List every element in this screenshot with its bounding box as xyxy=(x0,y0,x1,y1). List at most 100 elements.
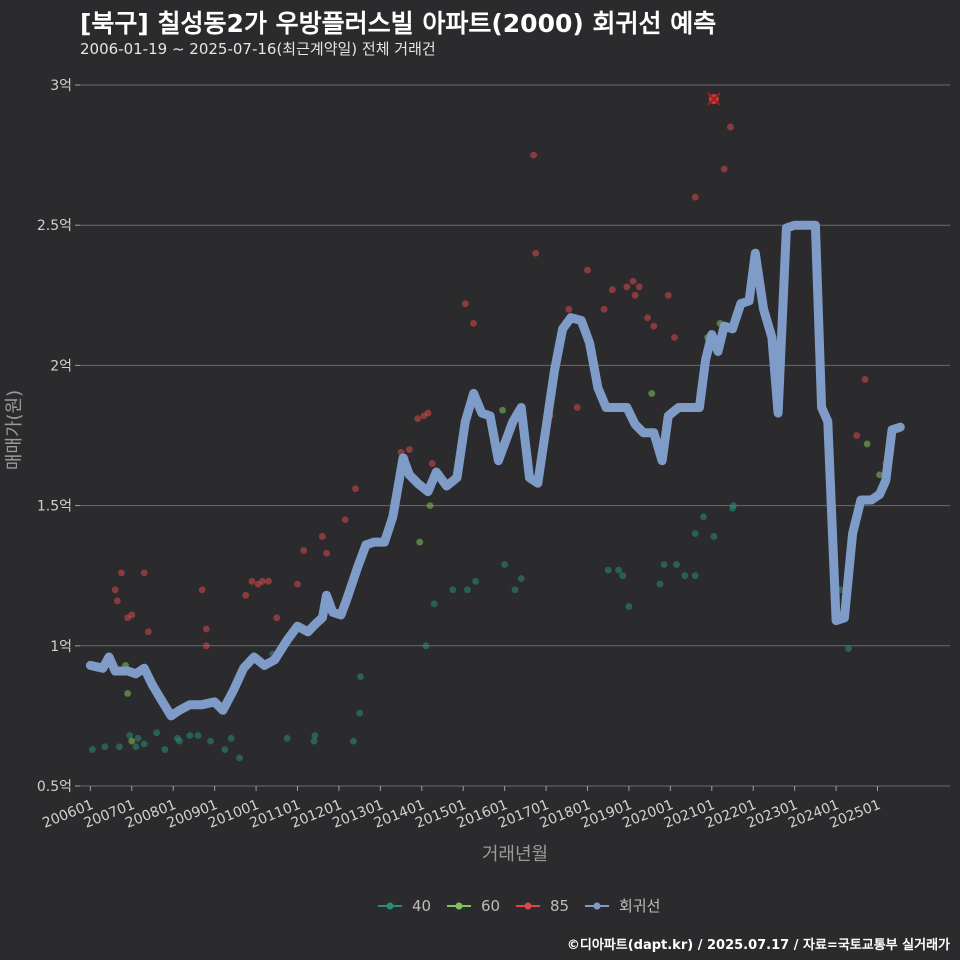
regression-line-group xyxy=(85,220,905,721)
point-40 xyxy=(132,743,140,751)
chart-title: [북구] 칠성동2가 우방플러스빌 아파트(2000) 회귀선 예측 xyxy=(80,9,717,38)
point-85 xyxy=(111,586,119,594)
point-40 xyxy=(311,732,319,739)
point-40 xyxy=(691,572,699,580)
point-85 xyxy=(428,460,436,467)
point-60 xyxy=(124,690,132,697)
point-40 xyxy=(194,732,202,739)
legend-label-s60: 60 xyxy=(481,897,500,915)
legend-label-s40: 40 xyxy=(412,897,431,915)
point-60 xyxy=(416,538,424,546)
legend: 40 60 85 회귀선 xyxy=(378,897,660,915)
point-60 xyxy=(499,406,506,414)
y-tick-label: 2.5억 xyxy=(37,218,72,234)
point-85 xyxy=(853,432,861,439)
point-40 xyxy=(350,737,357,745)
y-axis-ticks: 0.5억 1억 1.5억 2억 2.5억 3억 xyxy=(37,78,80,795)
max-cross-b xyxy=(707,92,721,106)
point-85 xyxy=(691,193,699,201)
point-85 xyxy=(565,305,573,313)
point-85 xyxy=(530,151,538,159)
point-85 xyxy=(532,249,540,257)
point-40 xyxy=(729,502,737,509)
point-40 xyxy=(422,642,430,650)
legend-dot-s60 xyxy=(455,902,463,910)
point-40 xyxy=(227,734,235,742)
x-axis-ticks: 2006012007012008012009012010012011012012… xyxy=(40,786,883,832)
point-85 xyxy=(265,577,272,585)
point-40 xyxy=(430,600,438,608)
point-40 xyxy=(186,732,194,739)
point-40 xyxy=(153,729,161,737)
grid-lines xyxy=(80,84,950,787)
point-85 xyxy=(198,586,206,594)
point-85 xyxy=(470,319,477,327)
point-85 xyxy=(140,569,148,577)
point-40 xyxy=(501,561,509,568)
point-60 xyxy=(648,390,656,397)
legend-dot-s85 xyxy=(524,902,532,910)
point-60 xyxy=(876,471,883,479)
chart-subtitle: 2006-01-19 ~ 2025-07-16(최근계약일) 전체 거래건 xyxy=(80,40,436,58)
point-85 xyxy=(405,446,413,453)
point-40 xyxy=(463,586,471,594)
point-85 xyxy=(720,165,728,173)
y-tick-label: 3억 xyxy=(50,78,72,94)
point-40 xyxy=(161,746,169,753)
point-85 xyxy=(352,485,359,493)
point-85 xyxy=(631,291,639,299)
scatter-points xyxy=(89,123,890,762)
point-85 xyxy=(644,314,651,322)
point-85 xyxy=(671,333,678,341)
y-tick-label: 1억 xyxy=(50,639,72,655)
point-40 xyxy=(673,561,680,568)
point-85 xyxy=(635,283,643,291)
y-tick-label: 0.5억 xyxy=(37,779,72,795)
point-85 xyxy=(341,516,349,524)
point-85 xyxy=(248,577,256,585)
point-85 xyxy=(861,376,869,383)
point-85 xyxy=(608,286,616,294)
y-tick-label: 1.5억 xyxy=(37,499,72,515)
point-85 xyxy=(242,591,250,599)
point-85 xyxy=(258,577,266,585)
point-40 xyxy=(472,577,480,585)
point-85 xyxy=(144,628,152,636)
point-40 xyxy=(89,746,96,753)
point-40 xyxy=(101,743,109,751)
point-40 xyxy=(356,709,364,717)
point-40 xyxy=(221,746,229,753)
point-85 xyxy=(424,409,432,417)
point-40 xyxy=(517,575,525,582)
point-40 xyxy=(449,586,457,594)
point-40 xyxy=(176,737,183,745)
point-60 xyxy=(426,502,434,509)
point-40 xyxy=(691,530,699,538)
point-60 xyxy=(863,440,871,448)
y-tick-label: 2억 xyxy=(50,358,72,374)
point-40 xyxy=(625,603,633,610)
point-40 xyxy=(681,572,689,580)
point-40 xyxy=(115,743,123,751)
point-85 xyxy=(461,300,469,308)
point-40 xyxy=(660,561,668,568)
point-85 xyxy=(573,404,581,411)
max-highlight xyxy=(707,92,721,106)
point-85 xyxy=(650,322,658,330)
point-85 xyxy=(202,625,210,633)
point-85 xyxy=(727,123,734,131)
source-caption: ©디아파트(dapt.kr) / 2025.07.17 / 자료=국토교통부 실… xyxy=(566,938,950,953)
point-85 xyxy=(113,597,121,605)
legend-label-reg: 회귀선 xyxy=(619,897,660,915)
point-85 xyxy=(584,266,591,274)
point-40 xyxy=(845,645,852,653)
point-40 xyxy=(236,754,243,762)
point-40 xyxy=(140,740,148,748)
point-85 xyxy=(629,277,637,285)
point-40 xyxy=(310,737,318,745)
point-85 xyxy=(202,642,210,650)
point-40 xyxy=(283,734,291,742)
point-40 xyxy=(357,673,364,681)
point-85 xyxy=(294,580,301,588)
point-40 xyxy=(126,732,134,739)
